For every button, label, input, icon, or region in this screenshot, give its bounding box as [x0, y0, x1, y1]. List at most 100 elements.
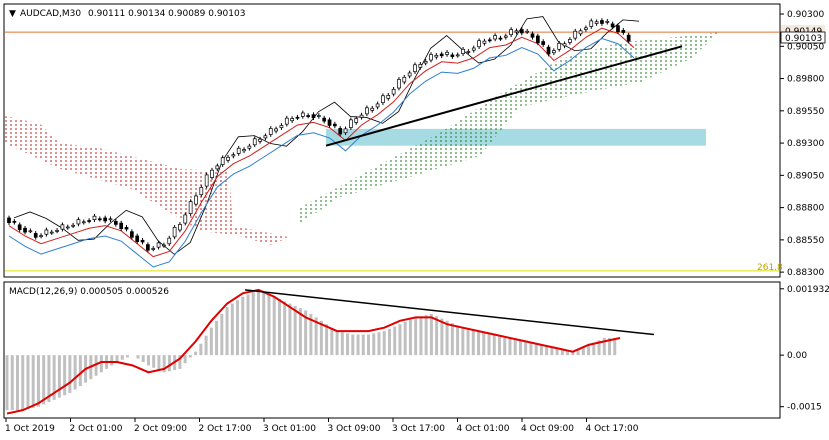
candle-body — [279, 125, 284, 128]
candle-body — [65, 226, 70, 229]
macd-bar — [361, 334, 365, 356]
macd-bar — [230, 303, 234, 356]
macd-bar — [503, 336, 507, 356]
macd-bar — [419, 316, 423, 356]
candle-body — [183, 214, 188, 224]
macd-bar — [141, 355, 145, 363]
macd-bar — [277, 299, 281, 356]
candle-body — [482, 40, 487, 44]
candle-body — [188, 201, 193, 214]
candle-body — [562, 43, 567, 47]
candle-body — [178, 224, 182, 231]
macd-bar — [283, 301, 287, 356]
candle-body — [455, 54, 460, 57]
candle-body — [450, 54, 455, 57]
candle-body — [71, 224, 75, 227]
candle-body — [322, 117, 327, 122]
candle-body — [375, 103, 380, 108]
macd-bar — [346, 333, 350, 356]
other-price-tag-bg — [781, 25, 825, 36]
macd-bar — [466, 328, 470, 356]
candle-body — [17, 224, 22, 230]
macd-bar — [99, 355, 103, 373]
macd-bar — [204, 335, 208, 356]
candle-body — [172, 227, 177, 238]
time-tick-label: 2 Oct 09:00 — [134, 424, 187, 434]
candle-body — [210, 169, 214, 178]
candle-body — [530, 33, 535, 38]
candle-body — [466, 51, 471, 53]
macd-bar — [73, 355, 77, 390]
candle-body — [600, 20, 604, 24]
time-tick-label: 2 Oct 17:00 — [199, 424, 252, 434]
candle-body — [445, 51, 449, 55]
candle-body — [541, 41, 546, 45]
macd-bar — [15, 355, 19, 411]
macd-bar — [592, 342, 596, 356]
candle-body — [215, 165, 220, 170]
time-tick-label: 1 Oct 2019 — [5, 424, 55, 434]
candle-body — [49, 231, 54, 234]
candle-body — [354, 118, 359, 123]
macd-bar — [440, 318, 444, 356]
macd-axis: 0.001932 0.00 -0.0015 — [780, 285, 829, 413]
candle-body — [113, 221, 118, 225]
candle-body — [156, 242, 161, 248]
bear-cloud — [5, 115, 290, 246]
candle-body — [616, 25, 620, 33]
macd-bar — [304, 310, 308, 356]
macd-tick-label: 0.00 — [787, 351, 807, 361]
candle-body — [514, 30, 519, 33]
macd-bar — [215, 320, 219, 356]
macd-title: MACD(12,26,9) 0.000505 0.000526 — [9, 287, 169, 297]
macd-bar — [445, 320, 449, 356]
macd-bar — [78, 355, 82, 387]
candle-body — [610, 23, 615, 28]
candle-body — [151, 248, 156, 250]
panel-menu-icon[interactable]: ▼ — [9, 9, 16, 19]
candle-body — [226, 156, 230, 161]
macd-bar — [309, 313, 313, 356]
macd-bar — [225, 307, 229, 356]
candle-body — [546, 46, 551, 55]
price-tick-label: 0.88800 — [787, 204, 824, 214]
candle-body — [434, 54, 439, 58]
candle-body — [359, 114, 364, 118]
macd-bar — [157, 355, 161, 371]
macd-bar — [414, 317, 418, 356]
macd-bar — [508, 337, 512, 356]
support-zone — [326, 128, 706, 146]
candle-body — [386, 94, 391, 99]
candle-body — [60, 224, 65, 230]
candle-body — [365, 107, 369, 115]
macd-bar — [115, 355, 119, 363]
macd-bar — [298, 308, 302, 356]
macd-bar — [461, 327, 465, 356]
candle-body — [204, 174, 209, 187]
candle-body — [605, 20, 610, 23]
macd-tick-label: 0.001932 — [787, 285, 829, 295]
price-tick-label: 0.90300 — [787, 10, 824, 20]
macd-bar — [387, 328, 391, 356]
candle-body — [626, 34, 631, 42]
candle-body — [461, 48, 465, 54]
macd-bar — [450, 323, 454, 356]
candle-body — [552, 50, 556, 54]
macd-bar — [199, 343, 203, 356]
macd-bar — [52, 355, 56, 400]
macd-bar — [613, 337, 617, 356]
macd-tick-label: -0.0015 — [787, 403, 822, 413]
macd-bar — [146, 355, 150, 366]
macd-bar — [408, 319, 412, 356]
macd-bar — [246, 294, 250, 356]
time-tick-label: 3 Oct 09:00 — [328, 424, 381, 434]
current-price-tag-bg — [780, 31, 826, 44]
candle-body — [568, 39, 572, 43]
candle-body — [12, 221, 17, 223]
macd-bar — [518, 340, 522, 356]
candle-body — [119, 222, 124, 230]
candle-body — [140, 239, 145, 243]
macd-bar — [602, 337, 606, 356]
macd-bar — [367, 334, 371, 356]
